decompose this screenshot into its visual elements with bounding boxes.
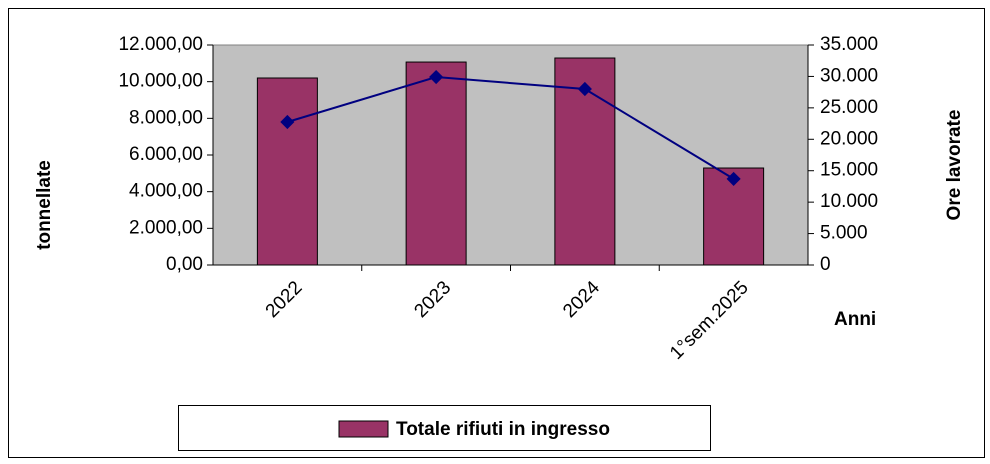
y-tick-label: 6.000,00 xyxy=(129,144,203,165)
bar xyxy=(256,77,318,266)
legend-swatch xyxy=(338,420,389,438)
bar xyxy=(405,61,467,266)
y2-tick-label: 5.000 xyxy=(820,223,868,244)
y-tick-label: 12.000,00 xyxy=(118,34,203,55)
line-marker xyxy=(280,114,295,130)
line-marker xyxy=(726,171,741,186)
y2-tick-label: 15.000 xyxy=(820,160,878,181)
y-tick-label: 2.000,00 xyxy=(129,217,203,238)
y2-tick-label: 20.000 xyxy=(820,128,878,149)
x-axis-title: Anni xyxy=(834,309,876,330)
line-marker xyxy=(429,69,444,85)
y-tick-label: 10.000,00 xyxy=(118,71,203,92)
line xyxy=(287,76,735,180)
y2-axis-title: Ore lavorate xyxy=(944,110,965,221)
y2-tick-label: 10.000 xyxy=(820,191,878,212)
y-tick-label: 4.000,00 xyxy=(129,181,203,202)
legend-box xyxy=(178,405,711,451)
y-tick-label: 0,00 xyxy=(166,254,203,275)
line-marker xyxy=(577,81,592,97)
y-tick-label: 8.000,00 xyxy=(129,107,203,128)
y-axis-title: tonnellate xyxy=(34,160,55,250)
y2-tick-label: 0 xyxy=(820,254,831,275)
y2-tick-label: 35.000 xyxy=(820,34,878,55)
legend-label: Totale rifiuti in ingresso xyxy=(396,419,610,440)
y2-tick-label: 25.000 xyxy=(820,97,878,118)
y2-tick-label: 30.000 xyxy=(820,65,878,86)
